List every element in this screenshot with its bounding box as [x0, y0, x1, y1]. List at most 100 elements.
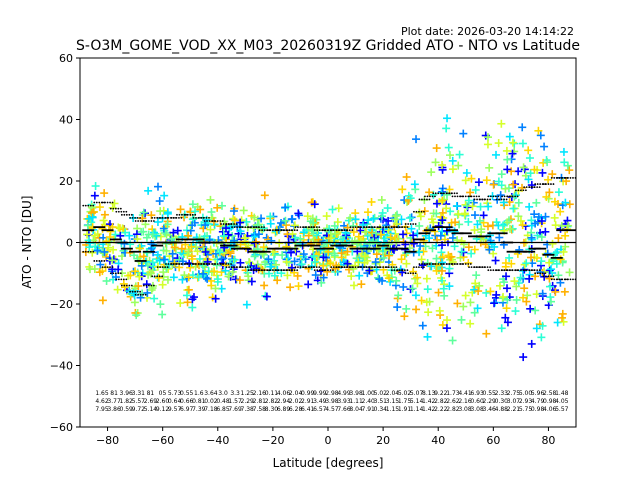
std-dot	[531, 186, 534, 189]
scatter-point	[109, 245, 118, 254]
scatter-point	[337, 249, 346, 258]
std-dot	[489, 195, 492, 198]
std-dot	[318, 269, 321, 272]
std-dot	[250, 226, 253, 229]
std-dot	[421, 198, 423, 201]
std-dot	[288, 229, 291, 232]
scatter-point	[439, 284, 448, 293]
scatter-point	[560, 158, 569, 167]
std-dot	[395, 266, 398, 268]
scatter-point	[540, 142, 549, 151]
scatter-point	[530, 165, 539, 174]
scatter-point	[487, 240, 496, 249]
std-dot	[189, 213, 192, 216]
scatter-point	[378, 208, 387, 217]
scatter-point	[120, 239, 129, 248]
std-dot	[409, 223, 412, 225]
x-tick-label: 60	[486, 434, 500, 447]
bin-annotation: 2.69	[144, 398, 158, 405]
std-dot	[181, 213, 183, 216]
std-dot	[250, 269, 253, 272]
std-dot	[100, 260, 103, 262]
scatter-point	[499, 221, 508, 230]
std-dot	[481, 266, 484, 268]
std-dot	[462, 263, 465, 265]
scatter-point	[250, 239, 259, 248]
std-dot	[239, 266, 242, 268]
bin-annotation: 2.82	[446, 406, 460, 413]
bin-annotation: 1.48	[555, 390, 569, 397]
std-dot	[103, 260, 106, 262]
scatter-point	[452, 202, 461, 211]
scatter-point	[215, 248, 224, 257]
scatter-point	[244, 272, 253, 281]
std-dot	[385, 226, 388, 229]
scatter-point	[148, 230, 157, 239]
scatter-point	[211, 294, 220, 303]
bin-annotation: 7.91	[362, 406, 376, 413]
scatter-point	[113, 285, 122, 294]
scatter-point	[523, 291, 532, 300]
std-dot	[117, 278, 120, 281]
scatter-point	[525, 202, 534, 211]
std-dot	[239, 226, 242, 229]
bin-annotation: 5.14	[144, 406, 158, 413]
std-dot	[489, 266, 491, 268]
std-dot	[136, 217, 139, 219]
std-dot	[335, 229, 338, 232]
std-dot	[137, 220, 140, 222]
scatter-point	[206, 245, 215, 254]
scatter-point	[444, 143, 453, 152]
std-dot	[109, 266, 111, 268]
std-dot	[420, 210, 423, 213]
std-dot	[159, 217, 162, 219]
scatter-point	[443, 190, 452, 199]
scatter-point	[213, 275, 222, 284]
scatter-point	[524, 146, 533, 155]
std-dot	[517, 189, 520, 192]
scatter-point	[104, 243, 113, 252]
std-dot	[514, 269, 517, 272]
std-dot	[489, 269, 492, 272]
scatter-point	[473, 304, 482, 313]
scatter-point	[538, 289, 547, 298]
bin-annotation: 5.02	[374, 390, 388, 397]
scatter-point	[153, 217, 162, 226]
std-dot	[428, 198, 431, 201]
scatter-point	[445, 185, 454, 194]
scatter-point	[466, 319, 475, 328]
scatter-point	[448, 233, 457, 242]
std-dot	[184, 263, 187, 265]
scatter-point	[290, 221, 299, 230]
std-dot	[198, 263, 200, 265]
bin-annotation: 7.39	[192, 406, 206, 413]
std-dot	[363, 226, 366, 229]
std-dot	[305, 266, 308, 268]
std-dot	[414, 272, 417, 275]
scatter-point	[189, 293, 198, 302]
bin-annotation: 2.82	[265, 398, 279, 405]
scatter-point	[464, 217, 473, 226]
scatter-point	[470, 211, 479, 220]
scatter-point	[287, 248, 296, 257]
std-dot	[332, 229, 335, 232]
scatter-point	[336, 242, 345, 251]
std-dot	[360, 266, 363, 268]
scatter-point	[533, 231, 542, 240]
std-dot	[181, 263, 183, 265]
scatter-point	[531, 219, 540, 228]
std-dot	[258, 229, 261, 232]
std-dot	[310, 266, 313, 268]
scatter-point	[178, 257, 187, 266]
std-dot	[291, 229, 294, 232]
scatter-point	[369, 237, 378, 246]
scatter-point	[130, 298, 139, 307]
std-dot	[170, 263, 173, 265]
scatter-point	[173, 226, 182, 235]
std-dot	[407, 272, 410, 275]
scatter-point	[551, 249, 560, 258]
bin-annotation: 4.06	[277, 390, 291, 397]
scatter-point	[410, 180, 419, 189]
scatter-point	[185, 259, 194, 268]
scatter-point	[88, 248, 97, 257]
